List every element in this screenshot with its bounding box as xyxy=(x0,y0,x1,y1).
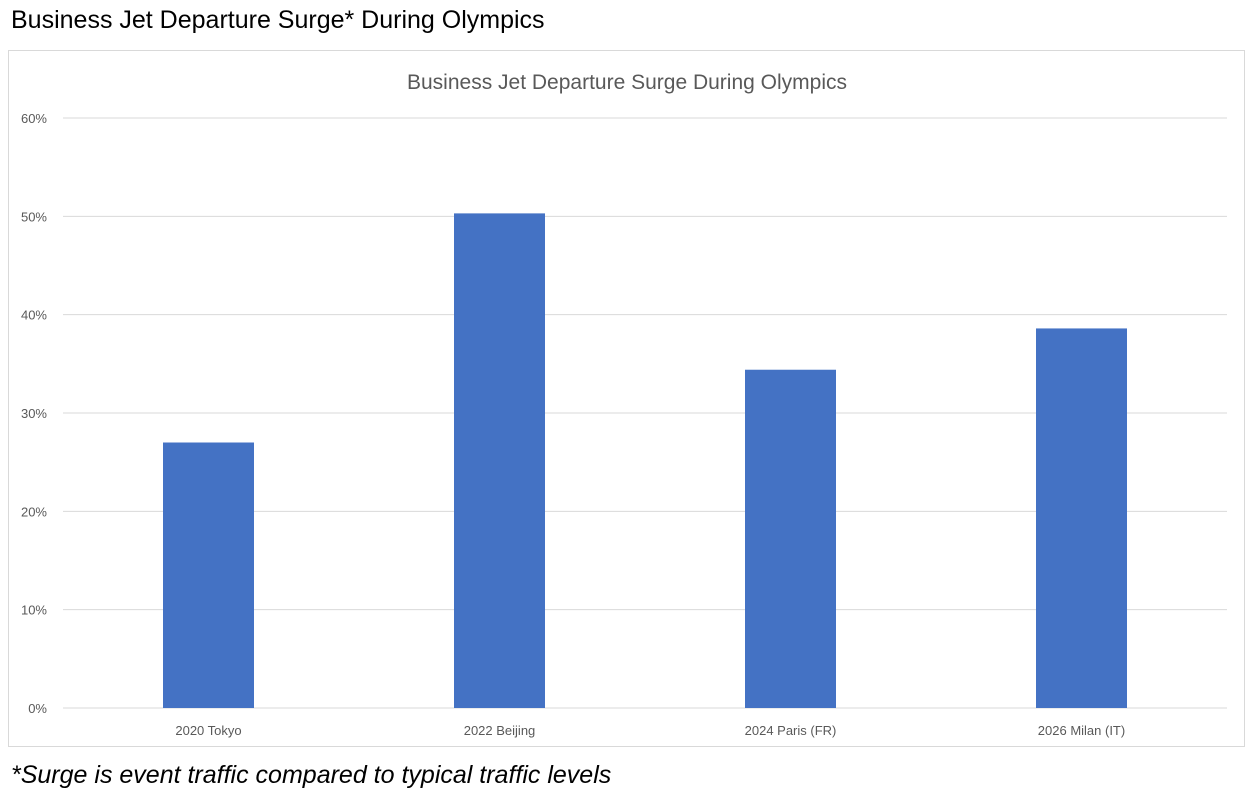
bar xyxy=(745,369,836,708)
chart-container: Business Jet Departure Surge During Olym… xyxy=(8,50,1245,747)
y-tick-label: 50% xyxy=(21,209,47,224)
y-tick-label: 40% xyxy=(21,308,47,323)
x-tick-label: 2024 Paris (FR) xyxy=(745,723,837,738)
footnote: *Surge is event traffic compared to typi… xyxy=(11,761,612,789)
x-tick-label: 2026 Milan (IT) xyxy=(1038,723,1125,738)
y-tick-label: 0% xyxy=(28,701,47,716)
page-title: Business Jet Departure Surge* During Oly… xyxy=(11,6,545,34)
y-tick-label: 20% xyxy=(21,504,47,519)
x-tick-label: 2022 Beijing xyxy=(464,723,536,738)
x-tick-label: 2020 Tokyo xyxy=(175,723,241,738)
y-tick-label: 30% xyxy=(21,406,47,421)
chart-title: Business Jet Departure Surge During Olym… xyxy=(407,71,847,94)
bar-chart: Business Jet Departure Surge During Olym… xyxy=(21,71,1227,738)
bar xyxy=(163,442,254,708)
y-tick-label: 60% xyxy=(21,111,47,126)
bar xyxy=(1036,328,1127,708)
y-tick-label: 10% xyxy=(21,603,47,618)
bar xyxy=(454,213,545,708)
